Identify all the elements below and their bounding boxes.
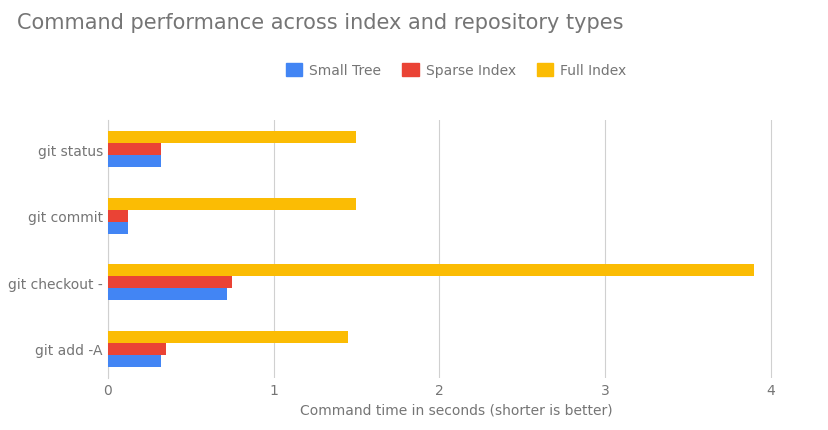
Bar — [108, 355, 161, 367]
Bar — [108, 144, 161, 156]
Bar — [108, 331, 348, 343]
Bar — [108, 276, 232, 289]
Bar — [108, 210, 128, 222]
Text: Command performance across index and repository types: Command performance across index and rep… — [17, 13, 623, 33]
X-axis label: Command time in seconds (shorter is better): Command time in seconds (shorter is bett… — [299, 403, 612, 417]
Bar — [108, 132, 356, 144]
Bar — [108, 289, 227, 301]
Bar — [108, 156, 161, 168]
Bar — [108, 343, 166, 355]
Bar — [108, 222, 128, 234]
Bar — [108, 264, 753, 276]
Bar — [108, 198, 356, 210]
Legend: Small Tree, Sparse Index, Full Index: Small Tree, Sparse Index, Full Index — [280, 58, 631, 83]
